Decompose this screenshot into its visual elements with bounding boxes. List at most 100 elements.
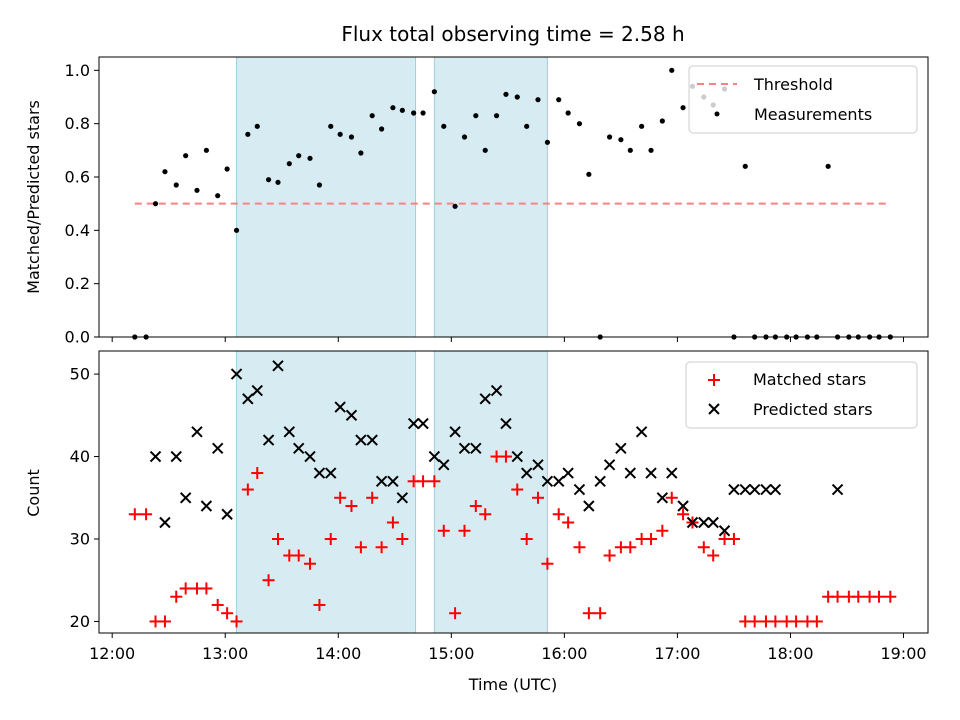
measurement-point bbox=[379, 126, 385, 132]
matched-star-marker bbox=[200, 582, 213, 595]
predicted-star-marker bbox=[624, 467, 637, 479]
predicted-star-marker bbox=[739, 483, 751, 496]
predicted-star-marker bbox=[230, 368, 243, 380]
measurement-point bbox=[473, 113, 479, 119]
predicted-star-marker bbox=[718, 525, 731, 537]
predicted-star-marker bbox=[407, 417, 420, 430]
predicted-legend-swatch bbox=[708, 403, 720, 415]
measurement-point bbox=[233, 227, 240, 233]
predicted-star-marker bbox=[562, 467, 574, 479]
measurement-point bbox=[639, 123, 645, 129]
matched-star-marker bbox=[313, 598, 326, 611]
x-tick-label-13-00: 13:00 bbox=[202, 644, 248, 663]
matched-star-marker bbox=[428, 475, 441, 488]
bottom-axes-frame bbox=[98, 350, 929, 634]
matched-star-marker bbox=[170, 590, 183, 603]
predicted-star-marker bbox=[179, 492, 192, 504]
measurement-point bbox=[627, 147, 633, 153]
bottom-legend: Matched stars Predicted stars bbox=[685, 361, 918, 429]
predicted-star-marker bbox=[221, 508, 233, 520]
matched-star-marker bbox=[707, 549, 720, 562]
matched-star-marker bbox=[677, 508, 690, 521]
predicted-star-marker bbox=[200, 500, 213, 512]
predicted-star-marker bbox=[573, 483, 586, 496]
measurement-point bbox=[411, 110, 417, 116]
predicted-star-marker bbox=[262, 434, 275, 446]
measurement-point bbox=[680, 105, 686, 111]
measurement-point bbox=[524, 123, 530, 129]
matched-star-marker bbox=[158, 615, 171, 628]
matched-star-marker bbox=[831, 590, 844, 603]
predicted-star-marker bbox=[449, 426, 461, 438]
matched-star-marker bbox=[396, 533, 409, 545]
bottom-y-tick-label-20: 20 bbox=[70, 612, 90, 631]
measurement-point bbox=[390, 105, 396, 111]
matched-legend-label: Matched stars bbox=[753, 370, 866, 389]
predicted-star-marker bbox=[170, 450, 182, 463]
measurement-point bbox=[203, 147, 209, 153]
matched-star-marker bbox=[790, 615, 803, 628]
bottom-x-ticks: 12:00 13:00 14:00 15:00 16:00 17:00 18:00 19:00 bbox=[89, 633, 927, 663]
matched-star-marker bbox=[241, 483, 254, 496]
matched-star-marker bbox=[520, 533, 533, 545]
top-legend-box bbox=[688, 65, 918, 134]
measurement-point bbox=[535, 97, 541, 103]
matched-star-marker bbox=[458, 524, 471, 537]
predicted-star-marker bbox=[656, 492, 669, 504]
bottom-shaded-intervals bbox=[236, 350, 548, 634]
bottom-shaded-interval-2 bbox=[433, 350, 548, 634]
measurement-point bbox=[348, 134, 355, 140]
predicted-star-marker bbox=[283, 426, 296, 438]
matched-star-marker bbox=[748, 615, 761, 628]
measurement-point bbox=[669, 67, 675, 73]
predicted-star-marker bbox=[707, 516, 719, 529]
measurement-point bbox=[482, 147, 488, 153]
top-y-tick-label-0-6: 0.6 bbox=[65, 168, 90, 187]
predicted-star-marker bbox=[366, 434, 378, 446]
matched-star-marker bbox=[292, 549, 305, 562]
matched-star-marker bbox=[469, 500, 482, 513]
bottom-y-tick-label-50: 50 bbox=[70, 365, 90, 384]
top-panel: 0.0 0.2 0.4 0.6 0.8 1.0 Matched/Predicted sta… bbox=[24, 56, 929, 347]
predicted-star-marker bbox=[375, 475, 388, 487]
predicted-star-marker bbox=[313, 467, 326, 479]
matched-star-marker bbox=[582, 607, 595, 620]
matched-star-marker bbox=[531, 491, 544, 504]
top-y-tick-label-0-8: 0.8 bbox=[65, 114, 90, 133]
predicted-star-marker bbox=[272, 360, 284, 372]
matched-star-marker bbox=[697, 541, 710, 554]
matched-star-marker bbox=[354, 541, 367, 554]
predicted-star-marker bbox=[698, 516, 710, 529]
predicted-star-marker bbox=[511, 450, 523, 463]
predicted-star-marker bbox=[417, 417, 429, 430]
predicted-star-marker bbox=[686, 516, 699, 529]
predicted-star-marker bbox=[355, 434, 367, 446]
predicted-star-marker bbox=[583, 500, 595, 512]
matched-star-marker bbox=[386, 516, 399, 529]
predicted-star-marker bbox=[293, 442, 305, 455]
matched-star-marker bbox=[769, 615, 782, 628]
top-y-tick-label-1-0: 1.0 bbox=[65, 61, 90, 80]
matched-star-marker bbox=[665, 491, 678, 504]
predicted-star-marker bbox=[251, 384, 263, 397]
matched-star-marker bbox=[852, 590, 865, 603]
matched-legend-swatch bbox=[708, 374, 720, 386]
measurement-point bbox=[369, 113, 375, 119]
bottom-series-layer bbox=[128, 360, 897, 628]
matched-star-marker bbox=[884, 590, 897, 603]
matched-star-marker bbox=[449, 607, 462, 620]
x-axis-label: Time (UTC) bbox=[468, 675, 557, 694]
x-tick-label-17-00: 17:00 bbox=[654, 644, 700, 663]
matched-star-marker bbox=[541, 557, 554, 570]
predicted-star-marker bbox=[149, 450, 162, 463]
matched-star-marker bbox=[573, 541, 586, 554]
bottom-y-tick-label-40: 40 bbox=[70, 447, 90, 466]
predicted-star-marker bbox=[159, 516, 171, 529]
top-y-axis-label: Matched/Predicted stars bbox=[24, 100, 43, 294]
predicted-star-marker bbox=[645, 467, 657, 479]
matched-star-marker bbox=[594, 607, 607, 620]
matched-star-marker bbox=[645, 533, 658, 545]
measurement-point bbox=[648, 147, 654, 153]
measurement-point bbox=[452, 203, 458, 209]
matched-star-marker bbox=[375, 541, 388, 554]
